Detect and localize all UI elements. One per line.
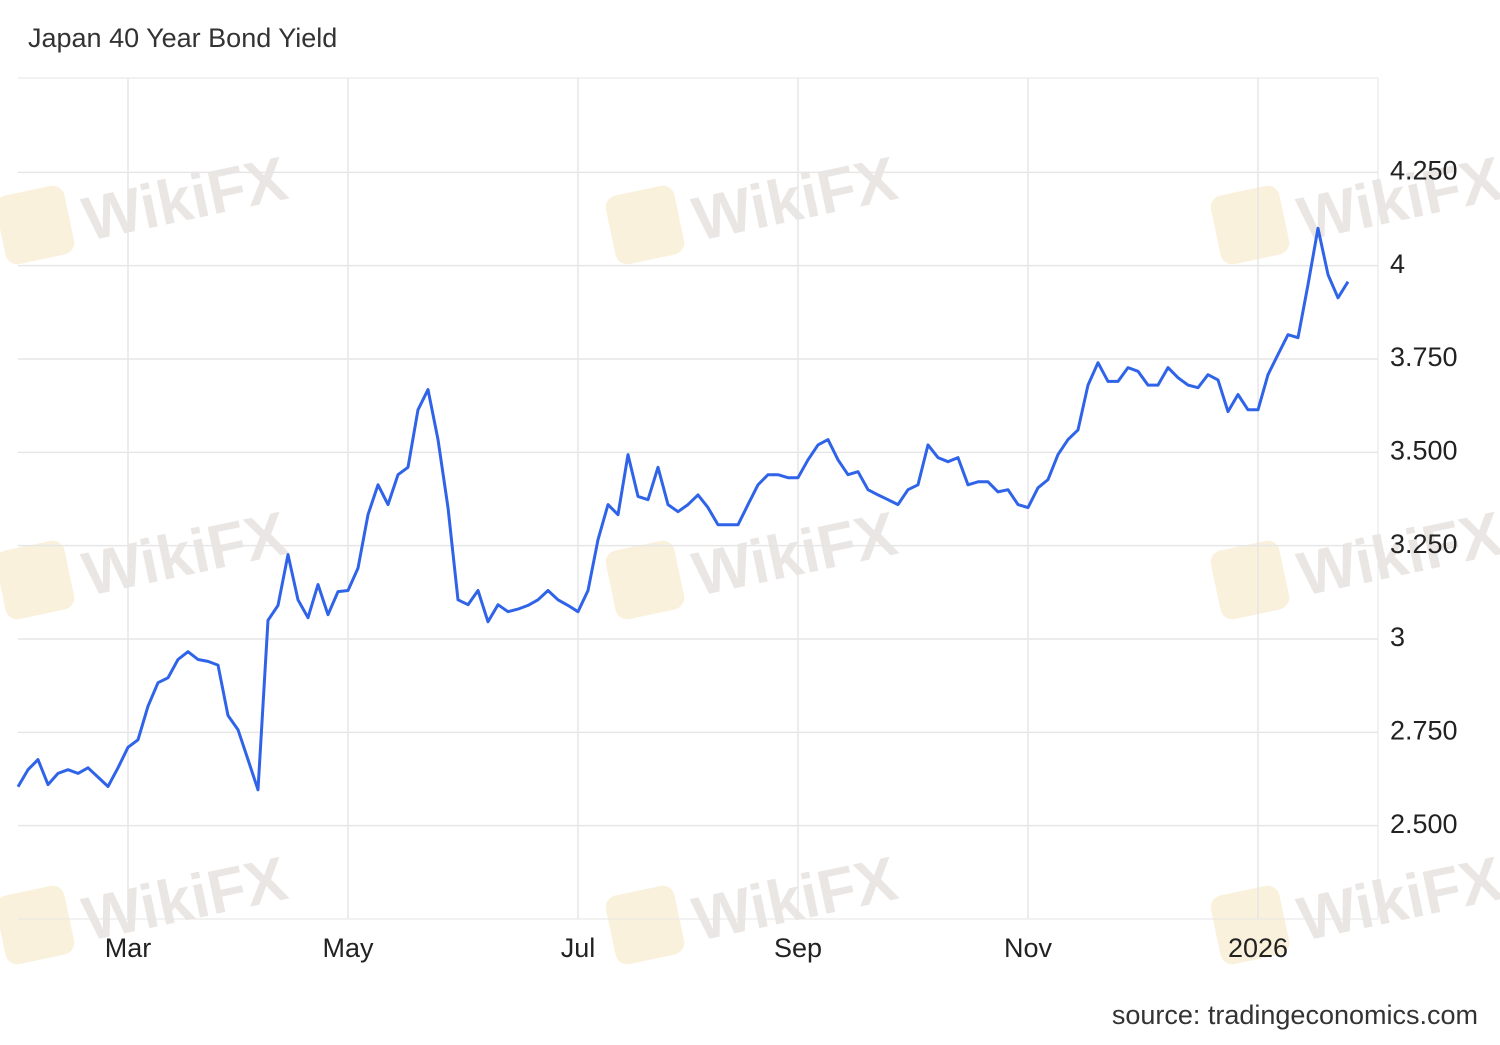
watermark-logo	[605, 885, 685, 965]
watermark-logo	[1210, 185, 1290, 265]
data-line	[16, 226, 1350, 792]
source-note: source: tradingeconomics.com	[1112, 1000, 1478, 1030]
y-tick-label: 2.500	[1390, 809, 1458, 839]
x-tick-label: 2026	[1228, 933, 1288, 963]
y-tick-label: 3.500	[1390, 435, 1458, 465]
y-tick-label: 3.750	[1390, 342, 1458, 372]
plot: 2.500 2.750 3 3.250 3.500 3.750 4 4.250 Mar May Ju…	[16, 155, 1458, 963]
x-tick-label: Jul	[561, 933, 596, 963]
watermark: WikiFX	[77, 144, 293, 254]
y-tick-label: 3	[1390, 622, 1405, 652]
watermark-logo	[1210, 885, 1290, 965]
x-tick-label: May	[322, 933, 374, 963]
x-tick-label: Mar	[105, 933, 152, 963]
y-tick-label: 4.250	[1390, 155, 1458, 185]
watermark-logo	[0, 885, 75, 965]
watermark-logo	[605, 185, 685, 265]
watermark: WikiFX	[1292, 844, 1500, 954]
y-tick-label: 3.250	[1390, 529, 1458, 559]
x-tick-label: Nov	[1004, 933, 1053, 963]
watermark-logo	[0, 185, 75, 265]
y-tick-label: 4	[1390, 249, 1405, 279]
watermark-logo	[605, 540, 685, 620]
chart-title: Japan 40 Year Bond Yield	[28, 23, 337, 53]
x-tick-label: Sep	[774, 933, 822, 963]
watermark-logo	[0, 540, 75, 620]
watermark: WikiFX	[77, 499, 293, 609]
grid	[18, 77, 1379, 920]
watermark: WikiFX	[687, 144, 903, 254]
y-tick-label: 2.750	[1390, 715, 1458, 745]
watermark-logo	[1210, 540, 1290, 620]
watermark: WikiFX	[687, 499, 903, 609]
